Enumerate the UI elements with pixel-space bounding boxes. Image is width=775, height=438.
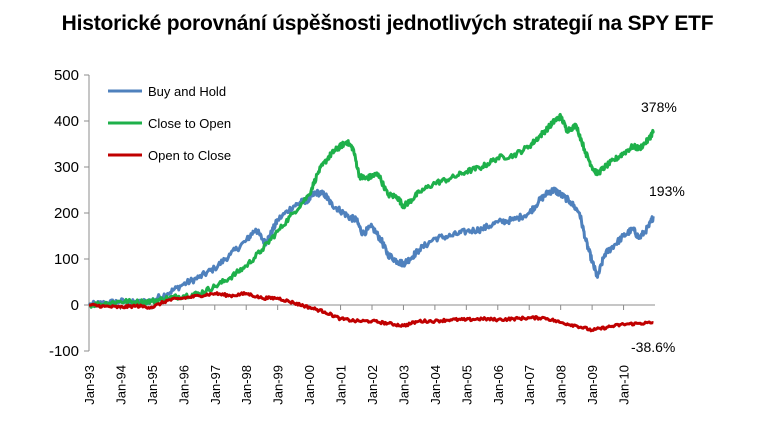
x-tick-label: Jan-96: [176, 365, 191, 405]
x-tick-label: Jan-97: [208, 365, 223, 405]
y-tick-label: 0: [71, 297, 79, 314]
end-label: 378%: [641, 99, 677, 115]
x-tick-label: Jan-06: [491, 365, 506, 405]
y-tick-label: 100: [54, 251, 79, 268]
series-close-to-open: [88, 112, 655, 309]
x-tick-label: Jan-07: [522, 365, 537, 405]
legend-label: Close to Open: [148, 116, 231, 131]
y-tick-label: 400: [54, 113, 79, 130]
y-tick-label: 500: [54, 67, 79, 84]
end-labels: 193% 378% -38.6%: [631, 99, 685, 355]
x-tick-label: Jan-05: [459, 365, 474, 405]
series-open-to-close: [88, 291, 654, 333]
legend: Buy and Hold Close to Open Open to Close: [108, 84, 231, 163]
x-tick-label: Jan-98: [239, 365, 254, 405]
x-tick-label: Jan-02: [365, 365, 380, 405]
x-tick-label: Jan-95: [145, 365, 160, 405]
series-buy-and-hold: [87, 186, 655, 308]
legend-label: Buy and Hold: [148, 84, 226, 99]
x-tick-label: Jan-99: [271, 365, 286, 405]
end-label: 193%: [649, 183, 685, 199]
x-tick-label: Jan-10: [617, 365, 632, 405]
y-tick-label: 300: [54, 159, 79, 176]
legend-label: Open to Close: [148, 148, 231, 163]
x-tick-label: Jan-08: [554, 365, 569, 405]
x-tick-label: Jan-09: [585, 365, 600, 405]
x-tick-label: Jan-04: [428, 365, 443, 405]
x-tick-label: Jan-00: [302, 365, 317, 405]
y-tick-label: -100: [49, 343, 79, 360]
x-tick-label: Jan-03: [396, 365, 411, 405]
series-lines: [87, 112, 655, 333]
end-label: -38.6%: [631, 339, 675, 355]
x-tick-label: Jan-01: [334, 365, 349, 405]
x-tick-label: Jan-94: [113, 365, 128, 405]
y-tick-label: 200: [54, 205, 79, 222]
x-tick-label: Jan-93: [82, 365, 97, 405]
chart-title: Historické porovnání úspěšnosti jednotli…: [61, 12, 714, 35]
